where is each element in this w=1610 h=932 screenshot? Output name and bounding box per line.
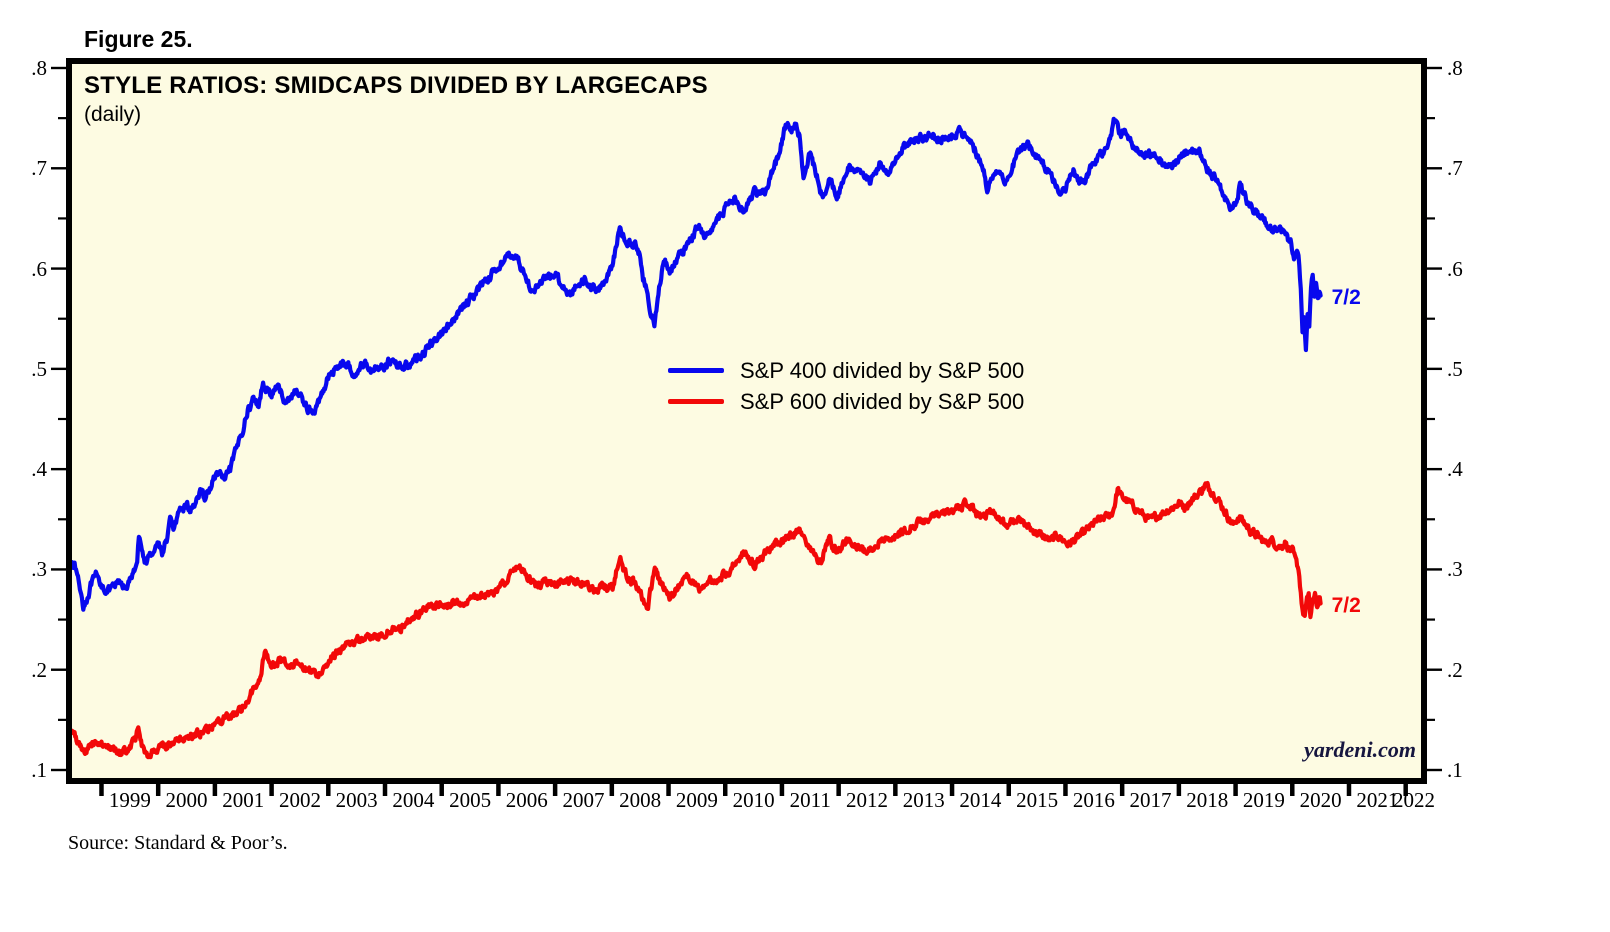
y-axis-tick-label-left: .4 — [31, 457, 47, 482]
y-axis-tick-label-left: .6 — [31, 256, 47, 281]
y-axis-tick-label-left: .1 — [31, 758, 47, 782]
x-axis-year-label: 2004 — [392, 788, 435, 812]
x-axis-year-label: 2007 — [562, 788, 605, 812]
y-axis-tick-label-right: .6 — [1447, 256, 1463, 281]
y-axis-tick-label-left: .7 — [31, 156, 47, 181]
chart-frequency-subtitle: (daily) — [84, 103, 142, 126]
x-axis-year-label: 2015 — [1016, 788, 1059, 812]
x-axis-year-label: 2014 — [959, 788, 1002, 812]
chart-title: STYLE RATIOS: SMIDCAPS DIVIDED BY LARGEC… — [84, 72, 708, 99]
y-axis-tick-label-right: .5 — [1447, 356, 1463, 381]
x-axis-year-label: 2019 — [1242, 788, 1285, 812]
legend-label-sp400: S&P 400 divided by S&P 500 — [740, 357, 1025, 383]
watermark: yardeni.com — [1304, 737, 1416, 762]
series-line-0 — [72, 116, 1323, 612]
series-line-1 — [72, 480, 1323, 760]
y-axis-tick-label-left: .2 — [31, 657, 47, 682]
figure-number-label: Figure 25. — [84, 26, 193, 52]
y-axis-tick-label-left: .8 — [31, 56, 47, 80]
y-axis-tick-label-left: .3 — [31, 557, 47, 582]
y-axis-tick-label-right: .4 — [1447, 457, 1463, 482]
x-axis-year-label: 1999 — [108, 788, 151, 812]
legend-item-sp600: S&P 600 divided by S&P 500 — [668, 386, 1024, 417]
x-axis-year-label: 2020 — [1299, 788, 1342, 812]
series-end-date-label-blue: 7/2 — [1331, 285, 1361, 309]
x-axis-year-label: 2003 — [335, 788, 378, 812]
x-axis-year-label: 2017 — [1129, 788, 1172, 812]
x-axis-year-label: 2010 — [732, 788, 775, 812]
x-axis-year-label: 2008 — [619, 788, 662, 812]
x-axis-year-label: 2018 — [1186, 788, 1229, 812]
y-axis-tick-label-right: .3 — [1447, 557, 1463, 582]
y-axis-tick-label-right: .7 — [1447, 156, 1463, 181]
x-axis-year-label: 2002 — [278, 788, 321, 812]
y-axis-tick-label-left: .5 — [31, 356, 47, 381]
x-axis-year-label: 2016 — [1072, 788, 1115, 812]
source-note: Source: Standard & Poor’s. — [68, 832, 288, 854]
x-axis-year-label: 2005 — [449, 788, 492, 812]
x-axis-year-label: 2009 — [675, 788, 718, 812]
legend-line-swatch-blue — [668, 368, 724, 373]
y-axis-tick-label-right: .2 — [1447, 657, 1463, 682]
legend-label-sp600: S&P 600 divided by S&P 500 — [740, 388, 1025, 414]
x-axis-year-label: 2011 — [789, 788, 831, 812]
x-axis-year-label: 2013 — [902, 788, 945, 812]
x-axis-year-label: 2001 — [222, 788, 265, 812]
series-end-date-label-red: 7/2 — [1331, 593, 1361, 617]
legend-item-sp400: S&P 400 divided by S&P 500 — [668, 355, 1024, 386]
x-axis-year-label: 2022 — [1393, 788, 1435, 812]
x-axis-year-label: 2021 — [1356, 788, 1399, 812]
x-axis-year-label: 2006 — [505, 788, 548, 812]
legend-line-swatch-red — [668, 399, 724, 404]
x-axis-year-label: 2012 — [845, 788, 888, 812]
y-axis-tick-label-right: .1 — [1447, 758, 1463, 782]
x-axis-year-label: 2000 — [165, 788, 208, 812]
legend: S&P 400 divided by S&P 500 S&P 600 divid… — [668, 355, 1024, 417]
y-axis-tick-label-right: .8 — [1447, 56, 1463, 80]
